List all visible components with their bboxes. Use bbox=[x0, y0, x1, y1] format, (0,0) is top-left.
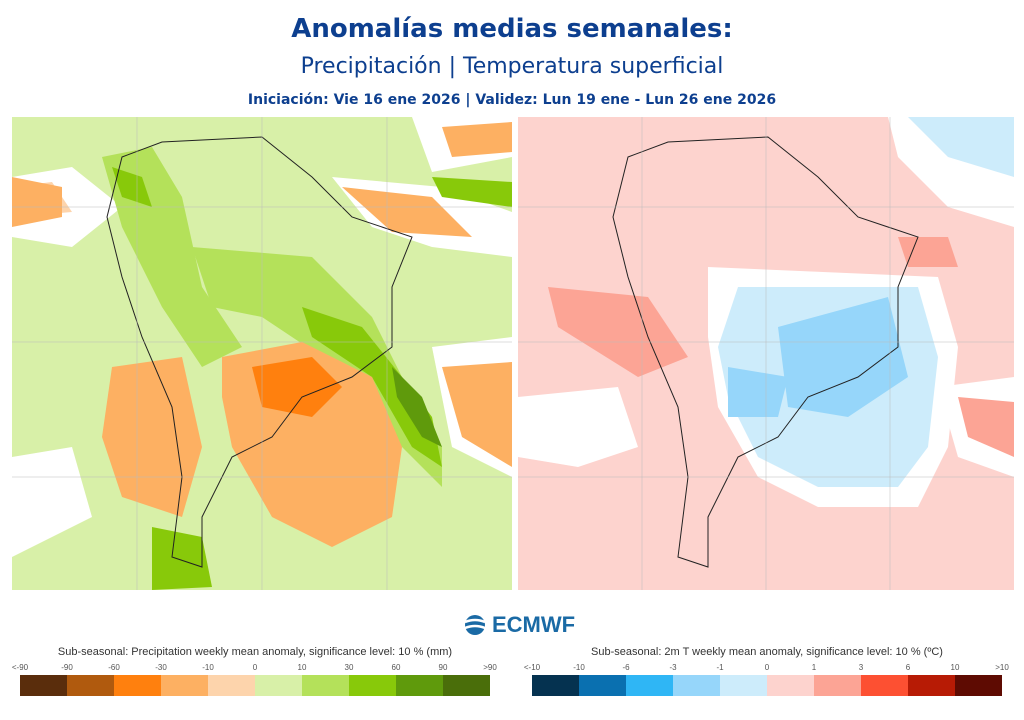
precipitation-legend-swatch bbox=[443, 675, 490, 696]
temperature-legend-title: Sub-seasonal: 2m T weekly mean anomaly, … bbox=[591, 646, 943, 658]
temperature-legend-swatch bbox=[626, 675, 673, 696]
temperature-legend-ticks: <-10 -10 -6 -3 -1 0 1 3 6 10 >10 bbox=[522, 663, 1012, 675]
precipitation-legend-swatch bbox=[67, 675, 114, 696]
precipitation-legend-tick: 60 bbox=[391, 663, 401, 672]
ecmwf-logo-text: ECMWF bbox=[492, 612, 576, 637]
precipitation-legend-tick: -90 bbox=[61, 663, 73, 672]
precipitation-legend-tick: -10 bbox=[202, 663, 214, 672]
temperature-legend-tick: -1 bbox=[716, 663, 724, 672]
precipitation-legend-tick: 0 bbox=[252, 663, 258, 672]
precipitation-legend: Sub-seasonal: Precipitation weekly mean … bbox=[10, 646, 500, 696]
temperature-legend-swatch bbox=[767, 675, 814, 696]
date-range: Iniciación: Vie 16 ene 2026 | Validez: L… bbox=[247, 92, 777, 108]
temperature-legend-swatch bbox=[579, 675, 626, 696]
precipitation-legend-swatch bbox=[349, 675, 396, 696]
precipitation-legend-tick: <-90 bbox=[11, 663, 29, 672]
precipitation-legend-title: Sub-seasonal: Precipitation weekly mean … bbox=[57, 646, 453, 658]
temperature-legend-tick: >10 bbox=[995, 663, 1009, 672]
precipitation-legend-ticks: <-90 -90 -60 -30 -10 0 10 30 60 90 >90 bbox=[10, 663, 500, 675]
page-subtitle: Precipitación | Temperatura superficial bbox=[300, 54, 724, 79]
temperature-legend-tick: 0 bbox=[764, 663, 770, 672]
temperature-legend-swatch bbox=[861, 675, 908, 696]
precipitation-legend-swatch bbox=[396, 675, 443, 696]
temperature-legend: Sub-seasonal: 2m T weekly mean anomaly, … bbox=[522, 646, 1012, 696]
temperature-legend-swatch bbox=[673, 675, 720, 696]
temperature-legend-tick: -6 bbox=[622, 663, 630, 672]
precipitation-legend-tick: -60 bbox=[108, 663, 120, 672]
precipitation-legend-swatch bbox=[302, 675, 349, 696]
temperature-legend-tick: 10 bbox=[950, 663, 960, 672]
temperature-anomaly-map bbox=[518, 117, 1014, 590]
precipitation-legend-swatch bbox=[208, 675, 255, 696]
temperature-legend-tick: 3 bbox=[858, 663, 864, 672]
precipitation-legend-swatch bbox=[114, 675, 161, 696]
precipitation-legend-swatch bbox=[161, 675, 208, 696]
ecmwf-logo-icon bbox=[464, 615, 486, 635]
temperature-legend-swatch bbox=[532, 675, 579, 696]
temperature-legend-tick: 6 bbox=[905, 663, 911, 672]
temperature-legend-swatch bbox=[814, 675, 861, 696]
temperature-legend-tick: <-10 bbox=[523, 663, 541, 672]
temperature-legend-swatch bbox=[908, 675, 955, 696]
precipitation-anomaly-map bbox=[12, 117, 512, 590]
precipitation-legend-tick: >90 bbox=[483, 663, 497, 672]
temperature-legend-tick: 1 bbox=[811, 663, 817, 672]
precipitation-legend-tick: 30 bbox=[344, 663, 354, 672]
precipitation-legend-swatch bbox=[255, 675, 302, 696]
precipitation-colorbar bbox=[20, 675, 490, 696]
precipitation-legend-tick: -30 bbox=[155, 663, 167, 672]
temperature-legend-tick: -10 bbox=[573, 663, 585, 672]
temperature-legend-swatch bbox=[720, 675, 767, 696]
ecmwf-logo: ECMWF bbox=[462, 612, 575, 638]
precipitation-legend-tick: 10 bbox=[297, 663, 307, 672]
precipitation-legend-swatch bbox=[20, 675, 67, 696]
temperature-colorbar bbox=[532, 675, 1002, 696]
precipitation-legend-tick: 90 bbox=[438, 663, 448, 672]
page-title: Anomalías medias semanales: bbox=[291, 14, 733, 44]
temperature-legend-tick: -3 bbox=[669, 663, 677, 672]
temperature-legend-swatch bbox=[955, 675, 1002, 696]
